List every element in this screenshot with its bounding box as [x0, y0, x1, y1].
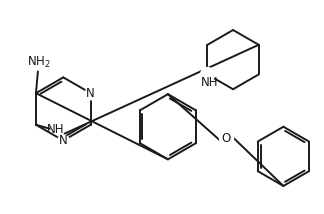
Text: N: N — [86, 87, 95, 100]
Text: NH: NH — [47, 123, 64, 136]
Text: NH$_2$: NH$_2$ — [27, 55, 51, 70]
Text: O: O — [221, 132, 230, 145]
Text: N: N — [59, 134, 68, 147]
Text: NH: NH — [201, 76, 218, 89]
